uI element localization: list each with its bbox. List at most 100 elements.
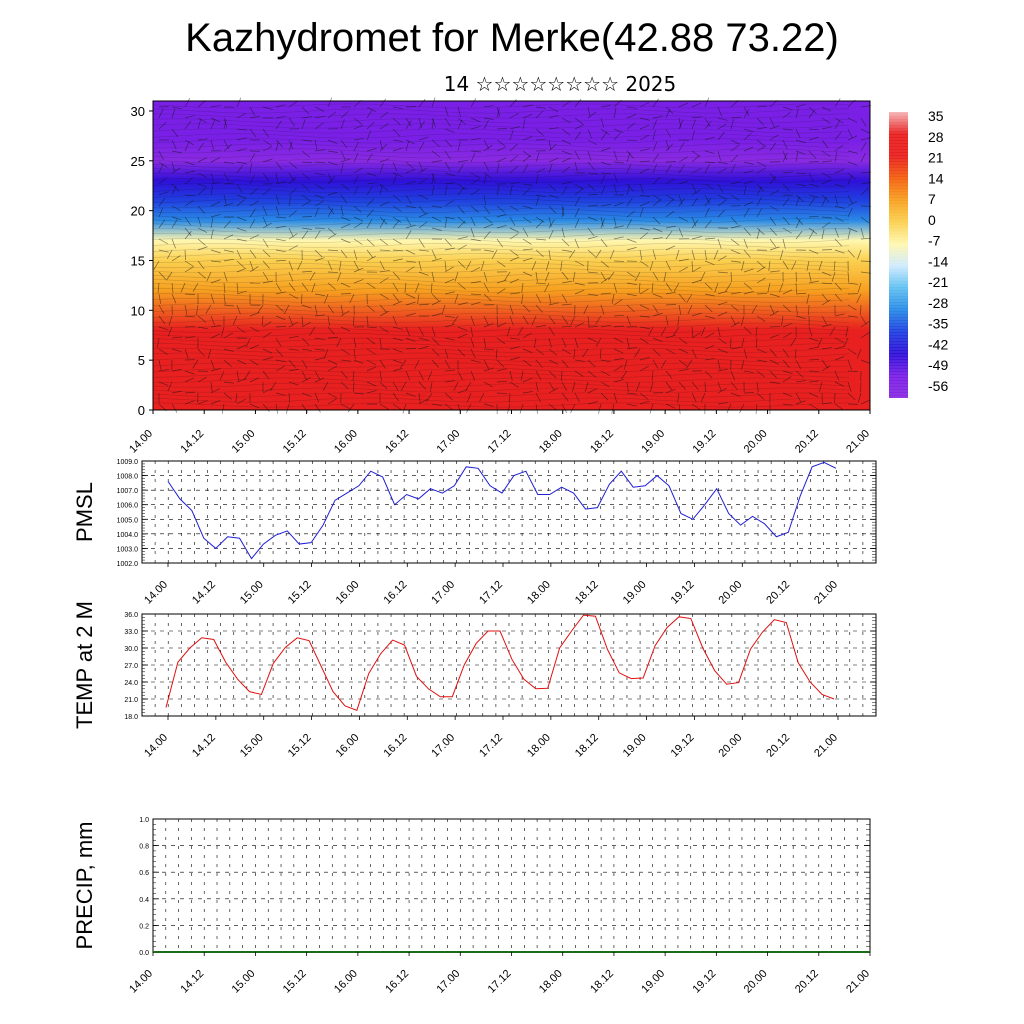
- wind-barb: [223, 144, 232, 152]
- wind-barb: [561, 403, 568, 413]
- wind-barb: [353, 315, 355, 327]
- wind-barb: [314, 115, 325, 119]
- wind-barb: [691, 392, 697, 403]
- wind-barb: [314, 337, 325, 340]
- wind-barb: [444, 247, 455, 251]
- wind-barb: [790, 337, 797, 347]
- wind-barb: [270, 381, 277, 391]
- wind-barb: [522, 315, 529, 325]
- wind-barb: [158, 207, 164, 218]
- wind-barb: [808, 227, 818, 235]
- wind-barb: [275, 205, 280, 216]
- wind-barb: [470, 281, 481, 284]
- wind-barb: [782, 403, 793, 406]
- wind-barb: [465, 381, 472, 391]
- wind-barb: [730, 119, 734, 130]
- wind-barb: [379, 216, 388, 225]
- wind-barb: [634, 348, 641, 358]
- wind-barb: [184, 141, 190, 152]
- wind-barb: [535, 348, 545, 356]
- wind-barb: [717, 368, 728, 372]
- wind-barb: [704, 121, 712, 130]
- wind-barb: [574, 150, 580, 160]
- wind-barb: [340, 238, 351, 244]
- wind-barb: [197, 188, 206, 196]
- wind-barb: [405, 392, 416, 397]
- wind-barb: [184, 266, 194, 273]
- wind-barb: [322, 381, 329, 391]
- wind-barb: [210, 119, 216, 130]
- wind-barb: [405, 120, 412, 130]
- wind-barb: [509, 278, 520, 284]
- wind-barb: [535, 403, 538, 414]
- wind-barb: [340, 119, 345, 130]
- wind-barb: [626, 392, 637, 395]
- wind-barb: [769, 370, 778, 379]
- wind-barb: [210, 229, 214, 240]
- wind-barb: [457, 282, 466, 290]
- wind-barb: [860, 216, 870, 224]
- wind-barb: [548, 348, 558, 356]
- wind-barb: [821, 402, 832, 405]
- wind-barb: [808, 215, 819, 218]
- wind-barb: [262, 321, 272, 328]
- wind-barb: [613, 337, 624, 343]
- wind-barb: [340, 282, 351, 288]
- wind-barb: [444, 172, 455, 176]
- wind-barb: [327, 208, 334, 218]
- wind-barb: [691, 116, 702, 119]
- wind-barb: [678, 381, 686, 390]
- wind-barb: [678, 180, 689, 185]
- wind-barb: [522, 164, 529, 174]
- wind-barb: [366, 238, 375, 247]
- wind-barb: [392, 194, 401, 202]
- wind-barb: [600, 172, 611, 175]
- wind-barb: [314, 257, 325, 262]
- wind-barb: [704, 220, 712, 229]
- wind-barb: [795, 152, 799, 163]
- wind-barb: [236, 326, 246, 334]
- wind-barb: [574, 337, 579, 348]
- wind-barb: [379, 183, 388, 191]
- wind-barb: [431, 313, 442, 317]
- wind-barb: [249, 128, 257, 138]
- wind-barb: [782, 216, 790, 225]
- contour-line: [152, 118, 850, 124]
- wind-barb: [327, 191, 338, 196]
- wind-barb: [221, 326, 225, 337]
- x-tick-label: 16.12: [381, 579, 409, 607]
- wind-barb: [405, 260, 416, 263]
- wind-barb: [652, 304, 659, 314]
- wind-barb: [522, 304, 531, 313]
- wind-barb: [509, 216, 516, 226]
- wind-barb: [327, 97, 333, 108]
- wind-barb: [677, 315, 680, 326]
- wind-barb: [379, 98, 387, 108]
- wind-barb: [808, 280, 819, 284]
- wind-barb: [483, 174, 487, 185]
- wind-barb: [522, 377, 533, 383]
- wind-barb: [197, 348, 206, 357]
- wind-barb: [297, 260, 303, 271]
- wind-barb: [262, 238, 269, 248]
- wind-barb: [275, 225, 286, 229]
- wind-barb: [405, 224, 416, 229]
- wind-barb: [843, 337, 849, 348]
- wind-barb: [795, 304, 798, 315]
- wind-barb: [613, 348, 624, 354]
- wind-barb: [353, 222, 363, 229]
- wind-barb: [418, 381, 427, 390]
- wind-barb: [626, 337, 630, 348]
- wind-barb: [704, 183, 714, 190]
- contour-line: [152, 208, 850, 214]
- plot-frame: [141, 460, 877, 564]
- wind-barb: [444, 392, 453, 400]
- wind-barb: [402, 403, 407, 414]
- wind-barb: [574, 289, 585, 295]
- y-tick-label: 1006.0: [117, 503, 139, 510]
- wind-barb: [717, 161, 728, 165]
- wind-barb: [496, 260, 506, 267]
- wind-barb: [587, 216, 598, 222]
- wind-barb: [379, 277, 389, 284]
- wind-barb: [301, 183, 310, 192]
